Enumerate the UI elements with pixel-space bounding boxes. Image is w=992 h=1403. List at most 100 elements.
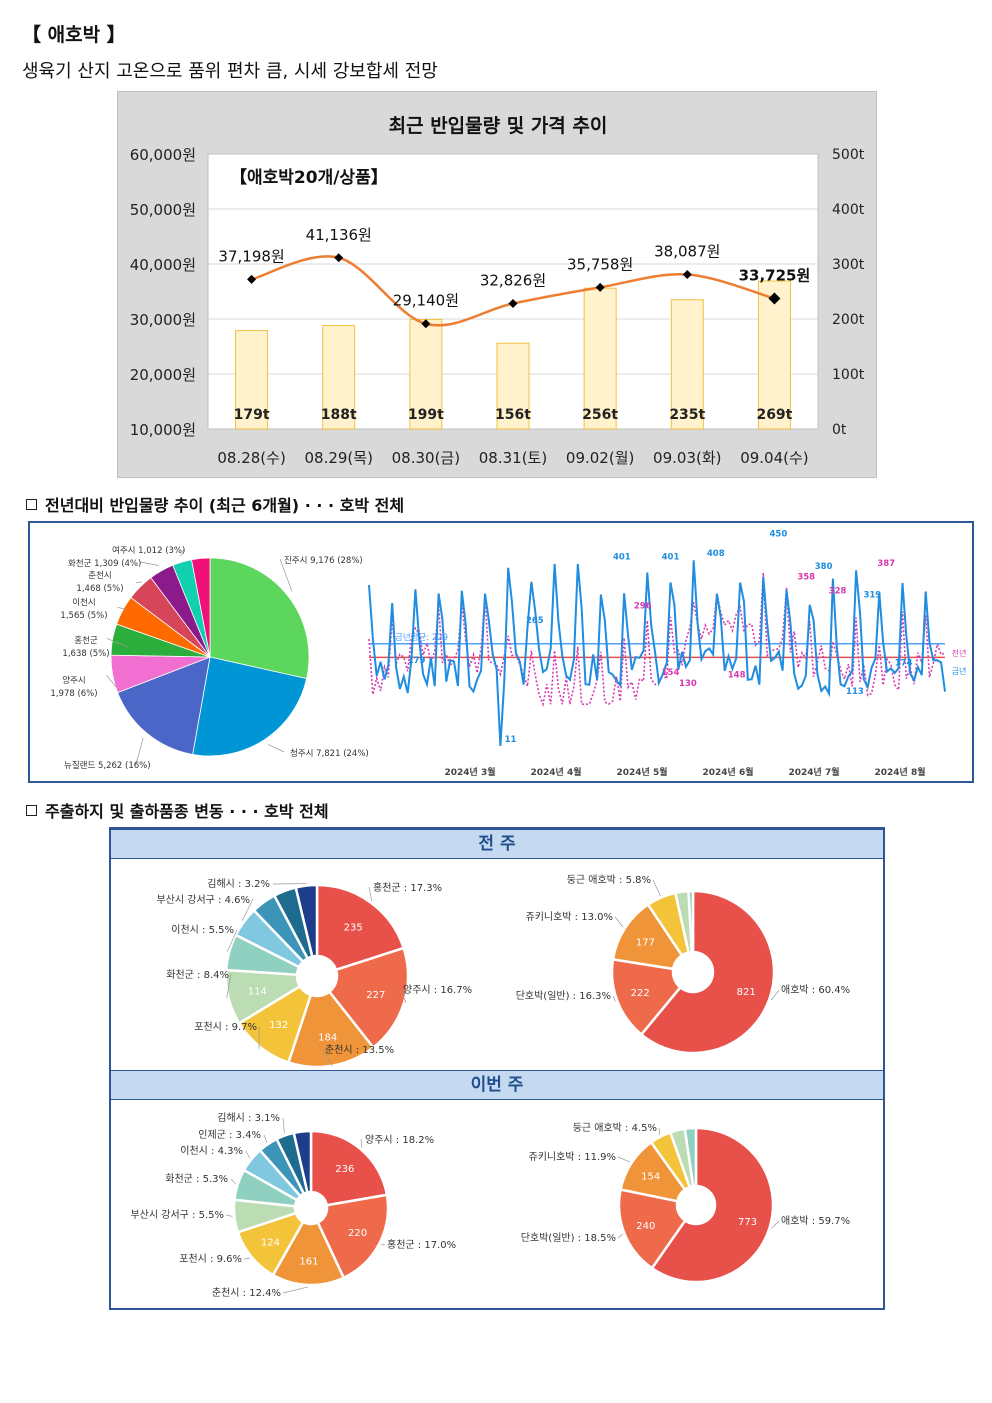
leader-line bbox=[135, 581, 143, 583]
pie-label: 1,565 (5%) bbox=[60, 611, 107, 621]
price-label: 29,140원 bbox=[393, 292, 459, 310]
slice-label: 둥근 애호박 : 5.8% bbox=[567, 874, 651, 886]
pie-slice bbox=[271, 1220, 346, 1287]
leader-line bbox=[322, 1048, 333, 1066]
leader-line bbox=[106, 675, 117, 688]
volume-bar bbox=[235, 330, 269, 430]
volume-bar-label: 199t bbox=[408, 407, 444, 423]
slice-value-label: 184 bbox=[318, 1033, 337, 1044]
volume-bar-label: 188t bbox=[321, 407, 357, 423]
slice-label: 김해시 : 3.1% bbox=[217, 1111, 280, 1124]
leader-line bbox=[180, 548, 185, 557]
point-label: 174 bbox=[895, 659, 913, 669]
leader-line bbox=[617, 1156, 630, 1163]
slice-label: 홍천군 : 17.0% bbox=[387, 1238, 456, 1251]
point-label: 113 bbox=[846, 687, 864, 697]
pie-label: 양주시 bbox=[62, 675, 85, 686]
pie-slice bbox=[237, 984, 313, 1064]
checkbox-bullet-icon bbox=[26, 805, 37, 816]
volume-bar-label: 269t bbox=[756, 407, 792, 423]
section-heading-volume: 전년대비 반입물량 추이 (최근 6개월) · · · 호박 전체 bbox=[26, 492, 404, 516]
leader-line bbox=[770, 989, 780, 1001]
pie-slice bbox=[191, 557, 211, 658]
price-marker bbox=[682, 270, 692, 280]
slice-label: 포천시 : 9.6% bbox=[179, 1253, 242, 1265]
leader-line bbox=[612, 995, 616, 1002]
section-heading-text: 전년대비 반입물량 추이 (최근 6개월) · · · 호박 전체 bbox=[45, 496, 405, 515]
pie-slice bbox=[209, 557, 310, 680]
volume-bar bbox=[496, 342, 530, 430]
x-tick-label: 09.04(수) bbox=[740, 449, 808, 467]
pie-slice bbox=[327, 946, 410, 1050]
price-label: 35,758원 bbox=[567, 255, 633, 273]
price-volume-chart-panel: 최근 반입물량 및 가격 추이 60,000원 50,000원 40,000원 30,0… bbox=[117, 91, 877, 478]
point-label: 296 bbox=[634, 601, 652, 611]
point-label: 179 bbox=[408, 656, 426, 666]
pie-label: 1,978 (6%) bbox=[50, 689, 97, 699]
point-label: 358 bbox=[797, 572, 815, 582]
point-label: 11 bbox=[505, 735, 517, 745]
slice-value-label: 821 bbox=[737, 987, 756, 998]
slice-value-label: 177 bbox=[636, 938, 655, 949]
slice-label: 애호박 : 59.7% bbox=[781, 1215, 850, 1227]
volume-bar bbox=[409, 319, 443, 430]
series-line-curr bbox=[368, 560, 946, 746]
y-right-tick-label: 400t bbox=[832, 202, 865, 218]
slice-label: 부산시 강서구 : 5.5% bbox=[130, 1209, 224, 1221]
average-label: 금년평균: 229 bbox=[395, 632, 448, 643]
leader-line bbox=[106, 638, 129, 648]
pie-slice bbox=[617, 1188, 687, 1270]
leader-line bbox=[117, 607, 127, 610]
slice-label: 화천군 : 5.3% bbox=[165, 1173, 228, 1185]
slice-label: 김해시 : 3.2% bbox=[207, 877, 270, 890]
price-volume-chart: 최근 반입물량 및 가격 추이 60,000원 50,000원 40,000원 30,0… bbox=[130, 115, 865, 467]
leader-line bbox=[360, 1138, 363, 1148]
leader-line bbox=[268, 744, 285, 753]
slice-label: 포천시 : 9.7% bbox=[194, 1021, 257, 1033]
x-tick-label: 2024년 4월 bbox=[530, 766, 581, 778]
page-subtitle: 생육기 산지 고온으로 품위 편차 큼, 시세 강보합세 전망 bbox=[22, 61, 438, 82]
x-tick-label: 08.31(토) bbox=[479, 449, 547, 467]
x-tick-label: 2024년 5월 bbox=[616, 766, 667, 778]
leader-line bbox=[226, 973, 232, 999]
x-tick-label: 08.28(수) bbox=[217, 449, 285, 467]
point-label: 380 bbox=[815, 562, 833, 572]
shipping-panel: 전 주 235 홍천군 : 17.3% 227 양주시 : 16.7% 184 춘천시 :… bbox=[109, 827, 885, 1310]
pie-label: 화천군 1,309 (4%) bbox=[68, 558, 141, 569]
pie-slice bbox=[294, 883, 319, 959]
price-label: 32,826원 bbox=[480, 271, 546, 289]
price-marker bbox=[421, 319, 431, 329]
point-label: 265 bbox=[526, 616, 544, 626]
slice-value-label: 124 bbox=[261, 1237, 280, 1248]
slice-label: 애호박 : 60.4% bbox=[781, 984, 850, 996]
pie-label: 1,468 (5%) bbox=[76, 584, 123, 594]
slice-label: 이천시 : 4.3% bbox=[180, 1145, 243, 1157]
legend-curr: 금년 bbox=[952, 666, 967, 676]
leader-line bbox=[381, 1244, 386, 1246]
slice-label: 화천군 : 8.4% bbox=[166, 969, 229, 981]
leader-line bbox=[245, 1150, 250, 1159]
pie-slice bbox=[315, 883, 406, 972]
volume-bar-label: 156t bbox=[495, 407, 531, 423]
y-right-tick-label: 500t bbox=[832, 147, 865, 163]
pie-label: 진주시 9,176 (28%) bbox=[284, 555, 363, 566]
chart-annotation: 【애호박20개/상품】 bbox=[230, 167, 388, 188]
chart-title: 최근 반입물량 및 가격 추이 bbox=[389, 115, 608, 137]
price-label: 38,087원 bbox=[654, 243, 720, 261]
slice-value-label: 154 bbox=[641, 1172, 660, 1183]
point-label: 319 bbox=[863, 591, 881, 601]
leader-line bbox=[241, 898, 254, 921]
volume-bar bbox=[757, 280, 791, 430]
slice-value-label: 161 bbox=[299, 1256, 318, 1267]
point-label: 387 bbox=[877, 559, 895, 569]
point-label: 154 bbox=[662, 668, 680, 678]
slice-label: 단호박(일반) : 18.5% bbox=[521, 1232, 616, 1244]
pie-slice bbox=[639, 889, 776, 1055]
curr-variety-donut: 773 애호박 : 59.7% 240 단호박(일반) : 18.5% 154 쥬키니호박… bbox=[521, 1122, 850, 1284]
price-label: 37,198원 bbox=[218, 247, 284, 265]
price-marker bbox=[508, 298, 518, 308]
leader-line bbox=[282, 1286, 309, 1294]
pie-label: 청주시 7,821 (24%) bbox=[290, 749, 369, 759]
x-tick-label: 09.02(월) bbox=[566, 449, 634, 467]
slice-label: 단호박(일반) : 16.3% bbox=[516, 990, 611, 1002]
